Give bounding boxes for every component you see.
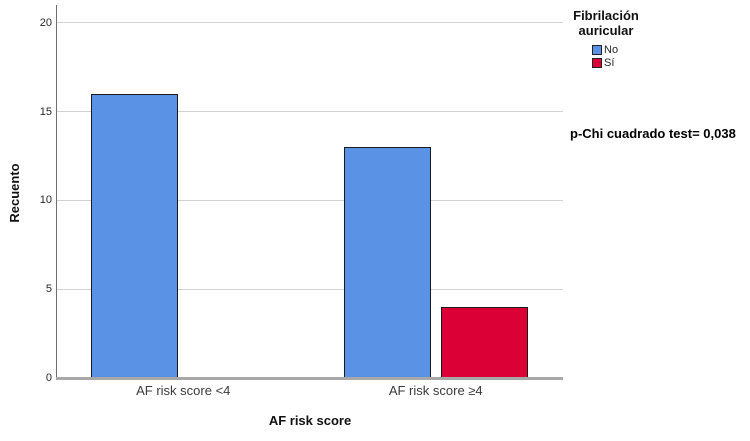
legend-swatch-Sí	[592, 58, 602, 69]
legend-item-label: No	[604, 44, 619, 57]
x-category-label: AF risk score <4	[136, 383, 231, 398]
y-axis-line	[56, 5, 57, 378]
bar-No-cat1	[91, 94, 178, 378]
legend-title: Fibrilación auricular	[573, 8, 639, 38]
y-tick-label: 5	[45, 283, 52, 296]
legend-items: No Sí	[592, 44, 649, 70]
bar-Sí-cat2	[441, 307, 528, 378]
gridline	[57, 199, 563, 201]
x-axis-line	[56, 377, 563, 380]
x-category-label: AF risk score ≥4	[388, 383, 483, 398]
y-tick-label: 0	[45, 372, 52, 384]
y-tick-label: 10	[39, 194, 52, 207]
gridline	[57, 288, 563, 290]
legend-item-Sí: Sí	[592, 57, 649, 70]
y-tick-label: 15	[39, 105, 52, 118]
gridline	[57, 22, 563, 24]
legend-item-label: Sí	[604, 57, 615, 70]
gridline	[57, 111, 563, 113]
p-value-annotation: p-Chi cuadrado test= 0,038	[570, 126, 736, 141]
y-tick-label: 20	[39, 16, 52, 29]
legend-item-No: No	[592, 44, 649, 57]
x-axis-title: AF risk score	[268, 413, 352, 428]
legend-swatch-No	[592, 45, 602, 56]
legend: Fibrilación auricular No Sí	[563, 8, 649, 70]
bar-No-cat2	[344, 147, 431, 378]
